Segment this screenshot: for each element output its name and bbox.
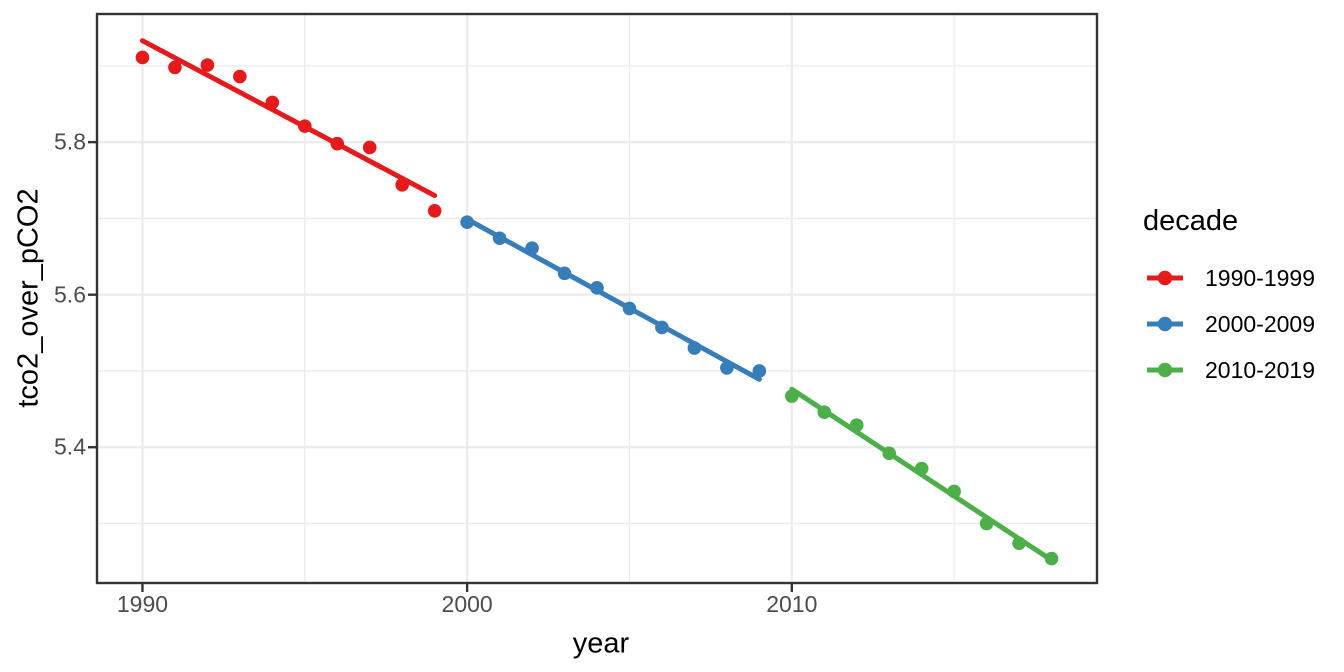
legend-item-2000-2009: 2000-2009 (1143, 301, 1315, 347)
x-axis-title: year (572, 627, 630, 660)
trend-line (789, 386, 1055, 563)
legend: decade 1990-1999 2000-2009 2010-2019 (1143, 204, 1315, 393)
data-point (200, 58, 215, 72)
y-axis-tick-label: 5.8 (54, 128, 86, 155)
data-point (362, 140, 377, 155)
data-point (427, 203, 442, 218)
x-axis-tick-label: 2000 (441, 591, 493, 617)
y-axis-tick-label: 5.4 (54, 433, 86, 460)
y-axis-title: tco2_over_pCO2 (12, 188, 45, 408)
legend-label: 2010-2019 (1205, 356, 1315, 383)
legend-key-line-dot-icon (1147, 362, 1183, 378)
trend-line (139, 38, 438, 199)
legend-item-1990-1999: 1990-1999 (1143, 255, 1315, 301)
data-point (233, 69, 247, 84)
panel-border (95, 12, 1099, 585)
legend-label: 1990-1999 (1205, 264, 1315, 291)
legend-label: 2000-2009 (1205, 310, 1315, 337)
legend-key-line-dot-icon (1147, 316, 1183, 332)
panel-background (97, 14, 1097, 583)
x-axis-tick-label: 2010 (766, 591, 818, 617)
data-point (168, 60, 182, 75)
x-axis-tick-label: 1990 (116, 591, 169, 617)
trend-line (464, 216, 762, 382)
legend-key-line-dot-icon (1147, 270, 1183, 286)
legend-item-2010-2019: 2010-2019 (1143, 347, 1315, 393)
data-point (135, 50, 150, 65)
y-axis-tick-label: 5.6 (54, 281, 86, 308)
data-point (752, 364, 767, 378)
legend-title: decade (1143, 205, 1239, 237)
